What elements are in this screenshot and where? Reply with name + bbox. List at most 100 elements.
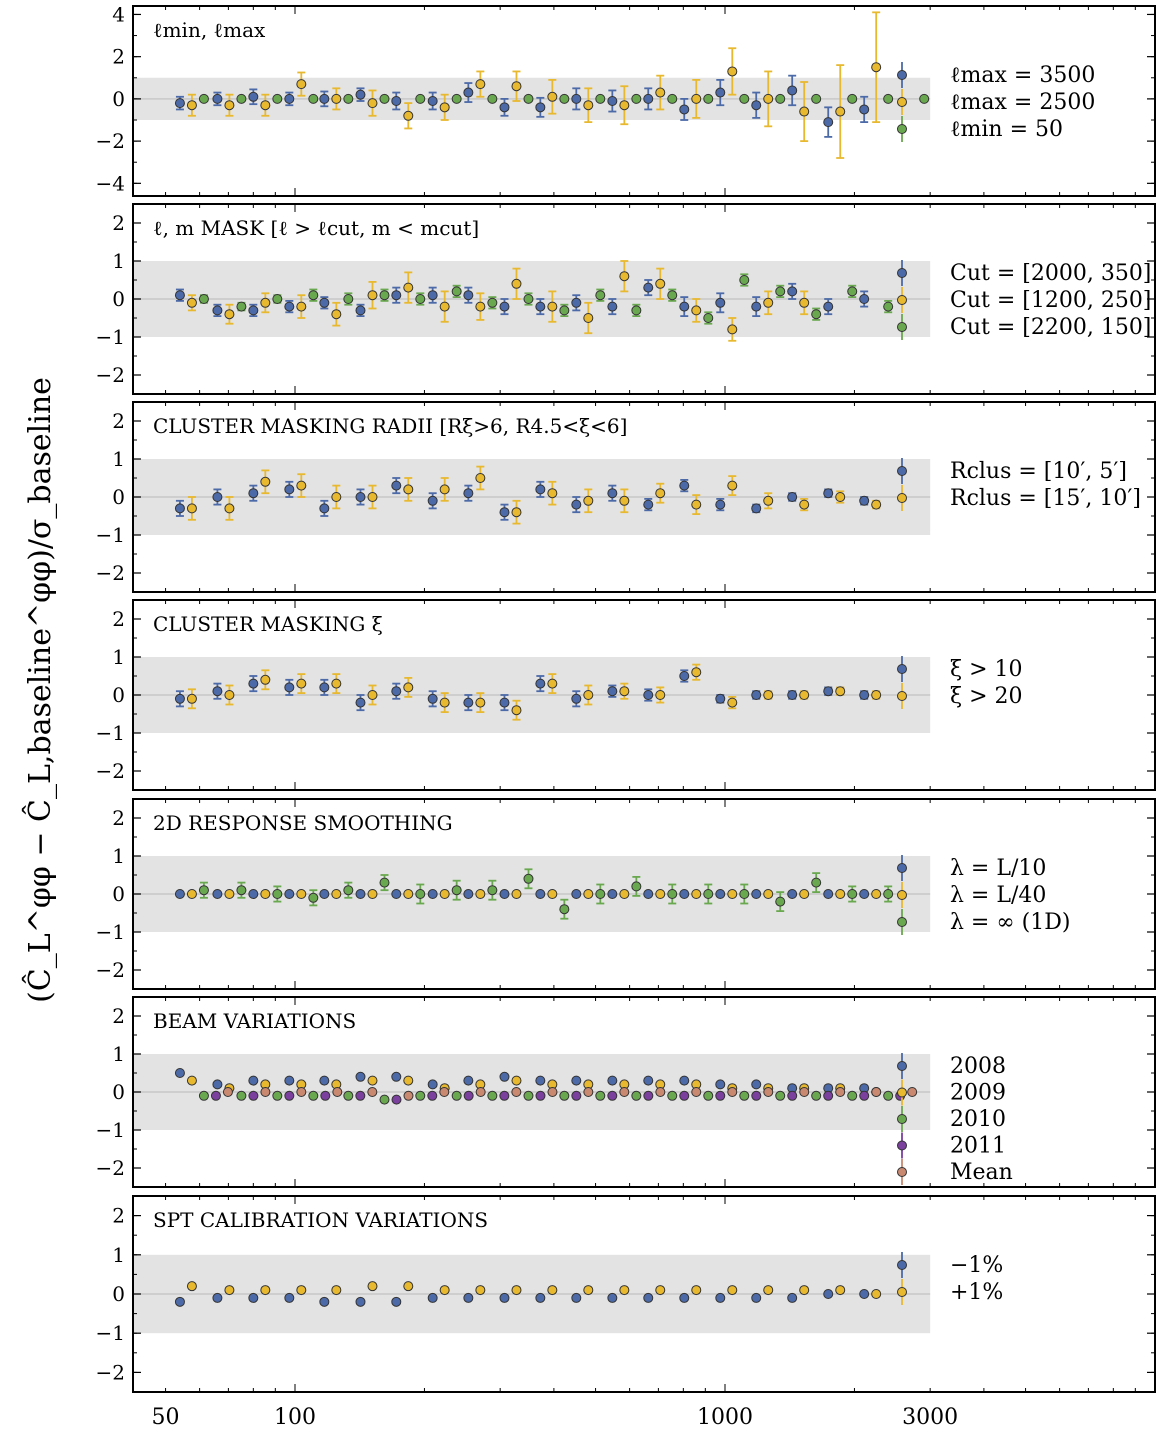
data-point xyxy=(284,484,295,495)
legend-label: ξ > 20 xyxy=(950,684,1023,709)
y-tick-label: −2 xyxy=(96,759,125,783)
data-point xyxy=(511,1087,522,1097)
y-tick-label: −4 xyxy=(96,171,125,195)
data-point xyxy=(308,1090,319,1101)
data-point xyxy=(859,690,870,700)
data-point xyxy=(643,93,654,104)
series-1 xyxy=(174,669,870,712)
data-point xyxy=(655,1285,666,1296)
data-point xyxy=(679,1075,690,1086)
data-point xyxy=(475,889,486,899)
data-point xyxy=(835,1087,846,1097)
data-point xyxy=(186,889,197,899)
y-tick-label: −1 xyxy=(96,1118,125,1142)
legend-marker xyxy=(897,1087,907,1098)
data-point xyxy=(859,104,870,115)
data-point xyxy=(691,667,702,678)
legend-marker xyxy=(897,322,907,332)
data-point xyxy=(595,1090,606,1101)
legend-marker xyxy=(897,1061,907,1071)
data-point xyxy=(355,697,366,708)
series-1 xyxy=(174,477,870,521)
data-point xyxy=(439,301,450,312)
data-point xyxy=(619,1285,630,1296)
data-point xyxy=(607,1292,618,1303)
data-point xyxy=(571,889,582,899)
series-2 xyxy=(186,663,882,721)
panel-frame xyxy=(132,203,1156,395)
y-tick-label: 1 xyxy=(112,447,125,471)
data-point xyxy=(679,889,690,899)
panel-title: CLUSTER MASKING ξ xyxy=(153,612,383,636)
data-point xyxy=(391,290,402,301)
data-point xyxy=(186,693,197,704)
data-point xyxy=(559,1090,570,1101)
legend-marker xyxy=(897,295,907,305)
data-point xyxy=(487,1090,498,1101)
data-point xyxy=(739,93,750,104)
data-point xyxy=(403,1090,414,1101)
data-point xyxy=(499,301,510,312)
y-tick-label: 0 xyxy=(112,683,125,707)
data-point xyxy=(248,678,259,689)
data-point xyxy=(174,1068,185,1078)
data-point xyxy=(499,507,510,518)
data-point xyxy=(679,301,690,312)
data-point xyxy=(631,1090,642,1101)
data-point xyxy=(547,301,558,312)
data-point xyxy=(212,93,223,104)
data-point xyxy=(619,271,630,282)
data-point xyxy=(823,488,834,499)
data-point xyxy=(739,889,750,899)
data-point xyxy=(643,690,654,700)
y-tick-label: 0 xyxy=(112,87,125,111)
data-point xyxy=(212,889,223,899)
data-point xyxy=(475,473,486,483)
data-point xyxy=(403,889,414,899)
data-point xyxy=(799,106,810,117)
data-point xyxy=(186,1075,197,1086)
data-point xyxy=(835,492,846,502)
legend-marker xyxy=(897,664,907,674)
series-2 xyxy=(186,11,882,159)
data-point xyxy=(343,885,354,896)
data-point xyxy=(186,100,197,111)
data-point xyxy=(260,1087,271,1097)
data-point xyxy=(571,93,582,104)
data-point xyxy=(248,1090,259,1101)
series-1 xyxy=(174,279,870,318)
data-point xyxy=(823,301,834,312)
y-tick-label: 0 xyxy=(112,1282,125,1306)
data-point xyxy=(174,693,185,704)
legend-label: 2010 xyxy=(950,1107,1006,1132)
data-point xyxy=(751,503,762,514)
data-point xyxy=(439,889,450,899)
data-point xyxy=(403,682,414,693)
data-point xyxy=(631,305,642,316)
legend-marker xyxy=(897,70,907,80)
legend-label: 2011 xyxy=(950,1134,1006,1159)
y-tick-label: −2 xyxy=(96,958,125,982)
data-point xyxy=(751,889,762,899)
x-tick-label: 50 xyxy=(152,1405,180,1430)
data-point xyxy=(571,297,582,308)
data-point xyxy=(595,93,606,104)
panel-title: ℓmin, ℓmax xyxy=(153,18,266,42)
data-point xyxy=(499,1090,510,1101)
data-point xyxy=(883,889,894,899)
series-2 xyxy=(186,465,882,525)
data-point xyxy=(379,290,390,301)
data-point xyxy=(174,290,185,301)
data-point xyxy=(296,480,307,491)
data-point xyxy=(667,290,678,301)
legend-label: λ = L/40 xyxy=(950,883,1046,908)
data-point xyxy=(547,1087,558,1097)
data-point xyxy=(595,290,606,301)
series-5 xyxy=(222,1087,918,1101)
data-point xyxy=(439,697,450,708)
legend-label: ℓmin = 50 xyxy=(950,117,1063,142)
data-point xyxy=(619,686,630,697)
series-3 xyxy=(198,868,894,920)
data-point xyxy=(174,1296,185,1307)
